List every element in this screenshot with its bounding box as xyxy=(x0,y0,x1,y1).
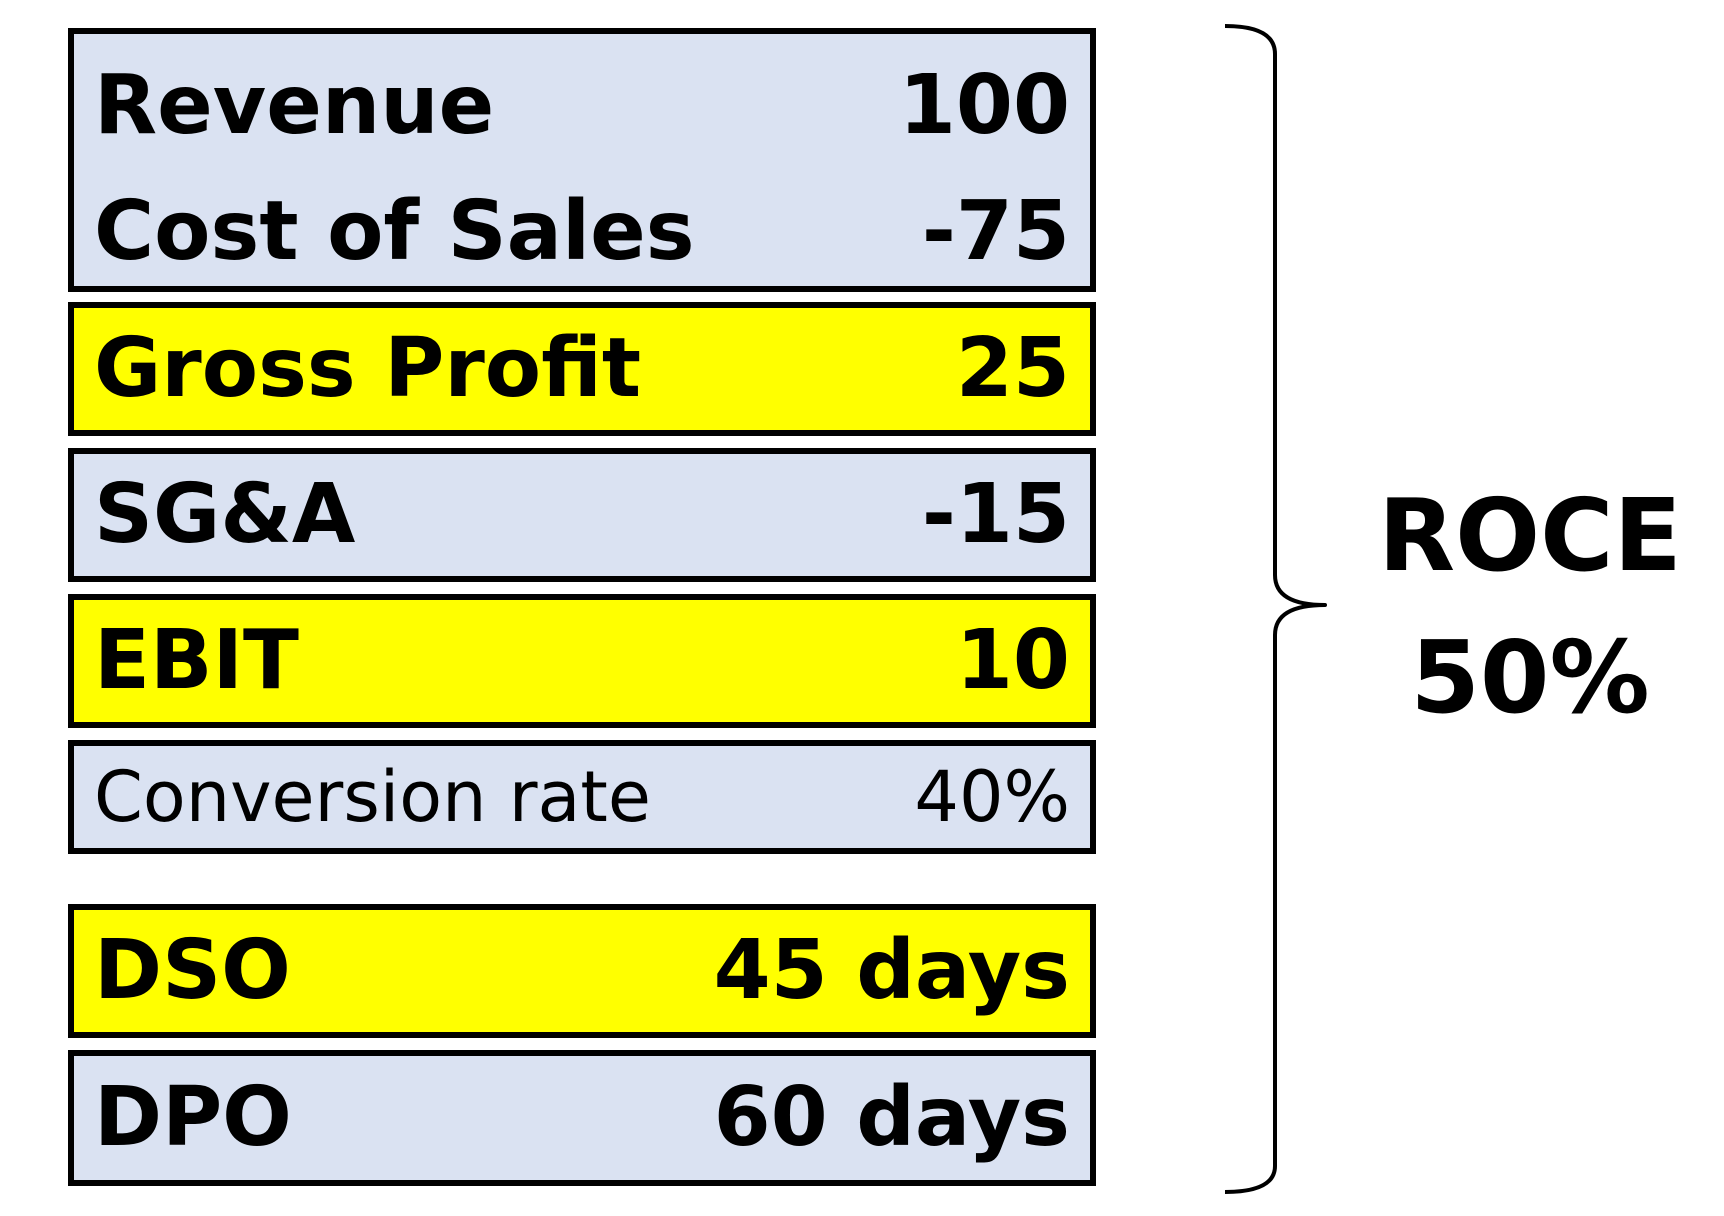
dpo-value: 60 days xyxy=(713,1070,1070,1165)
ebit-label: EBIT xyxy=(94,613,299,708)
revenue-value: 100 xyxy=(898,58,1070,153)
revenue-row: Revenue 100 xyxy=(94,51,1070,161)
cost-of-sales-label: Cost of Sales xyxy=(94,184,695,279)
dso-label: DSO xyxy=(94,923,291,1018)
conversion-rate-label: Conversion rate xyxy=(94,756,651,838)
ebit-value: 10 xyxy=(955,613,1070,708)
conversion-rate-row: Conversion rate 40% xyxy=(94,742,1070,852)
revenue-label: Revenue xyxy=(94,58,495,153)
roce-label: ROCE xyxy=(1378,477,1682,594)
dso-box: DSO 45 days xyxy=(68,904,1096,1038)
gross-profit-label: Gross Profit xyxy=(94,321,642,416)
cost-of-sales-row: Cost of Sales -75 xyxy=(94,177,1070,287)
dpo-box: DPO 60 days xyxy=(68,1050,1096,1186)
sga-box: SG&A -15 xyxy=(68,448,1096,582)
sga-label: SG&A xyxy=(94,467,356,562)
gross-profit-row: Gross Profit 25 xyxy=(94,314,1070,424)
revenue-cost-box: Revenue 100 Cost of Sales -75 xyxy=(68,28,1096,292)
conversion-rate-value: 40% xyxy=(914,756,1070,838)
dso-value: 45 days xyxy=(713,923,1070,1018)
roce-value: 50% xyxy=(1410,619,1650,736)
sga-value: -15 xyxy=(921,467,1070,562)
curly-brace xyxy=(1224,24,1327,1194)
dso-row: DSO 45 days xyxy=(94,916,1070,1026)
ebit-box: EBIT 10 xyxy=(68,594,1096,728)
cost-of-sales-value: -75 xyxy=(921,184,1070,279)
sga-row: SG&A -15 xyxy=(94,460,1070,570)
conversion-rate-box: Conversion rate 40% xyxy=(68,740,1096,854)
dpo-label: DPO xyxy=(94,1070,292,1165)
dpo-row: DPO 60 days xyxy=(94,1063,1070,1173)
gross-profit-box: Gross Profit 25 xyxy=(68,302,1096,436)
gross-profit-value: 25 xyxy=(955,321,1070,416)
ebit-row: EBIT 10 xyxy=(94,606,1070,716)
